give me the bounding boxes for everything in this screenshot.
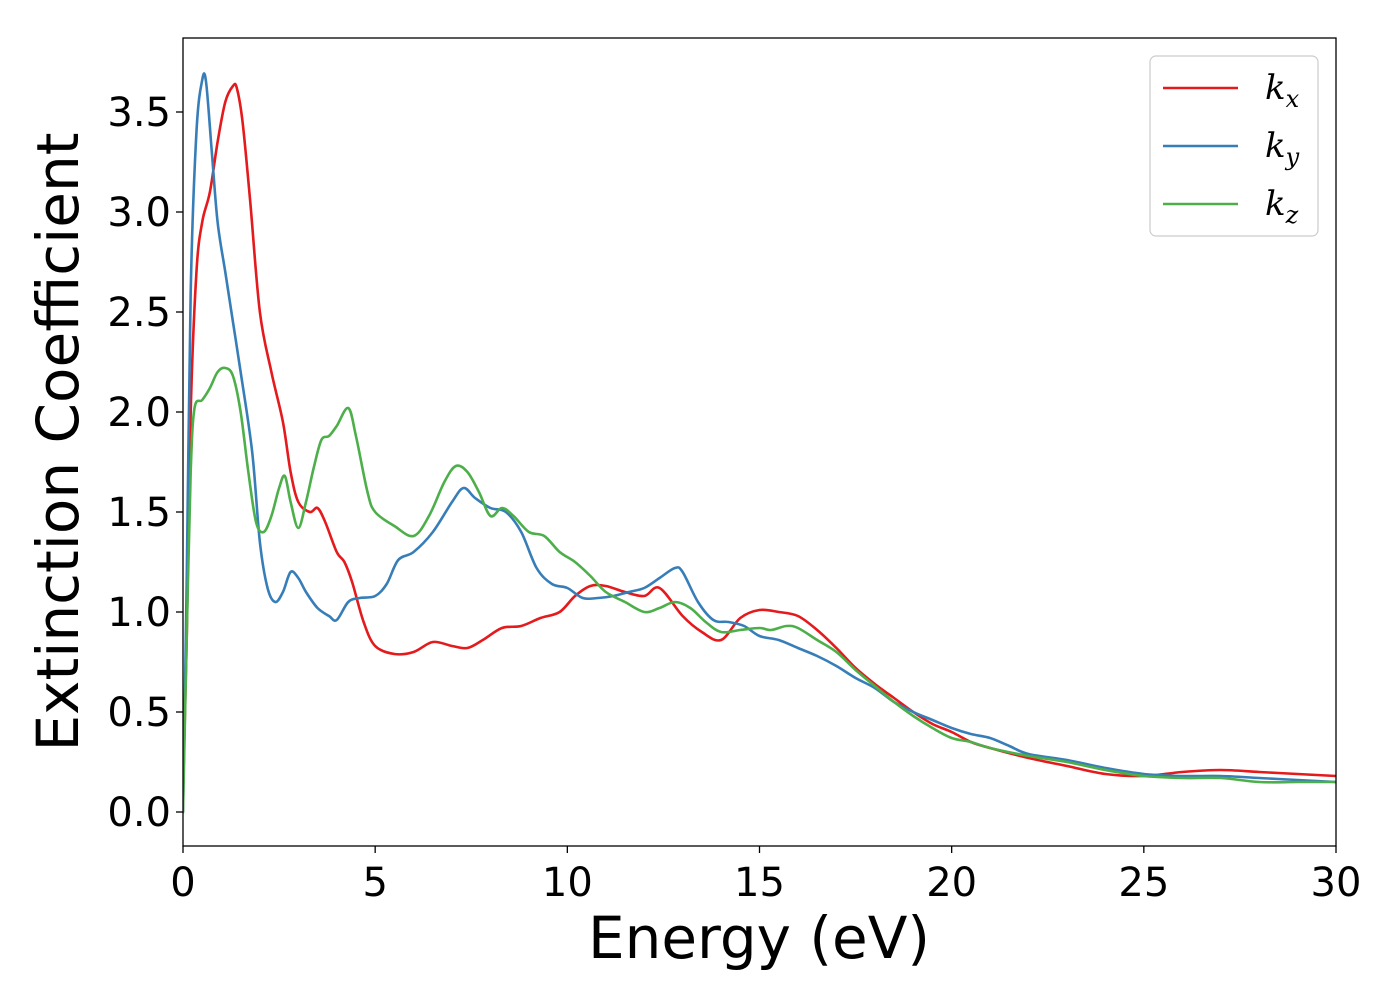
y-tick-label: 2.5 [107,290,171,336]
legend-label: ky [1265,126,1300,171]
series-line-x [183,82,1336,794]
series-line-z [183,366,1336,814]
x-tick-label: 5 [362,860,387,906]
y-tick-label: 3.5 [107,90,171,136]
x-tick-label: 15 [734,860,785,906]
x-tick-label: 10 [542,860,593,906]
y-tick-label: 3.0 [107,190,171,236]
x-tick-label: 30 [1311,860,1362,906]
x-tick-label: 25 [1118,860,1169,906]
legend: kx ky kz [1149,55,1319,237]
x-tick-label: 20 [926,860,977,906]
legend-label: kx [1265,68,1300,113]
x-axis-label: Energy (eV) [588,904,930,972]
y-axis-ticks: 0.0 0.5 1.0 1.5 2.0 2.5 3.0 3.5 [107,90,183,836]
y-tick-label: 0.5 [107,690,171,736]
x-tick-label: 0 [170,860,195,906]
legend-entry-y: ky [1163,126,1300,171]
y-tick-label: 1.0 [107,590,171,636]
y-tick-label: 0.0 [107,790,171,836]
series-line-y [183,72,1336,814]
y-tick-label: 2.0 [107,390,171,436]
x-axis-ticks: 0 5 10 15 20 25 30 [170,846,1361,906]
y-tick-label: 1.5 [107,490,171,536]
legend-entry-x: kx [1163,68,1300,113]
data-lines [183,72,1336,814]
legend-entry-z: kz [1163,184,1299,229]
y-axis-label: Extinction Coefficient [24,133,92,752]
legend-label: kz [1265,184,1299,229]
